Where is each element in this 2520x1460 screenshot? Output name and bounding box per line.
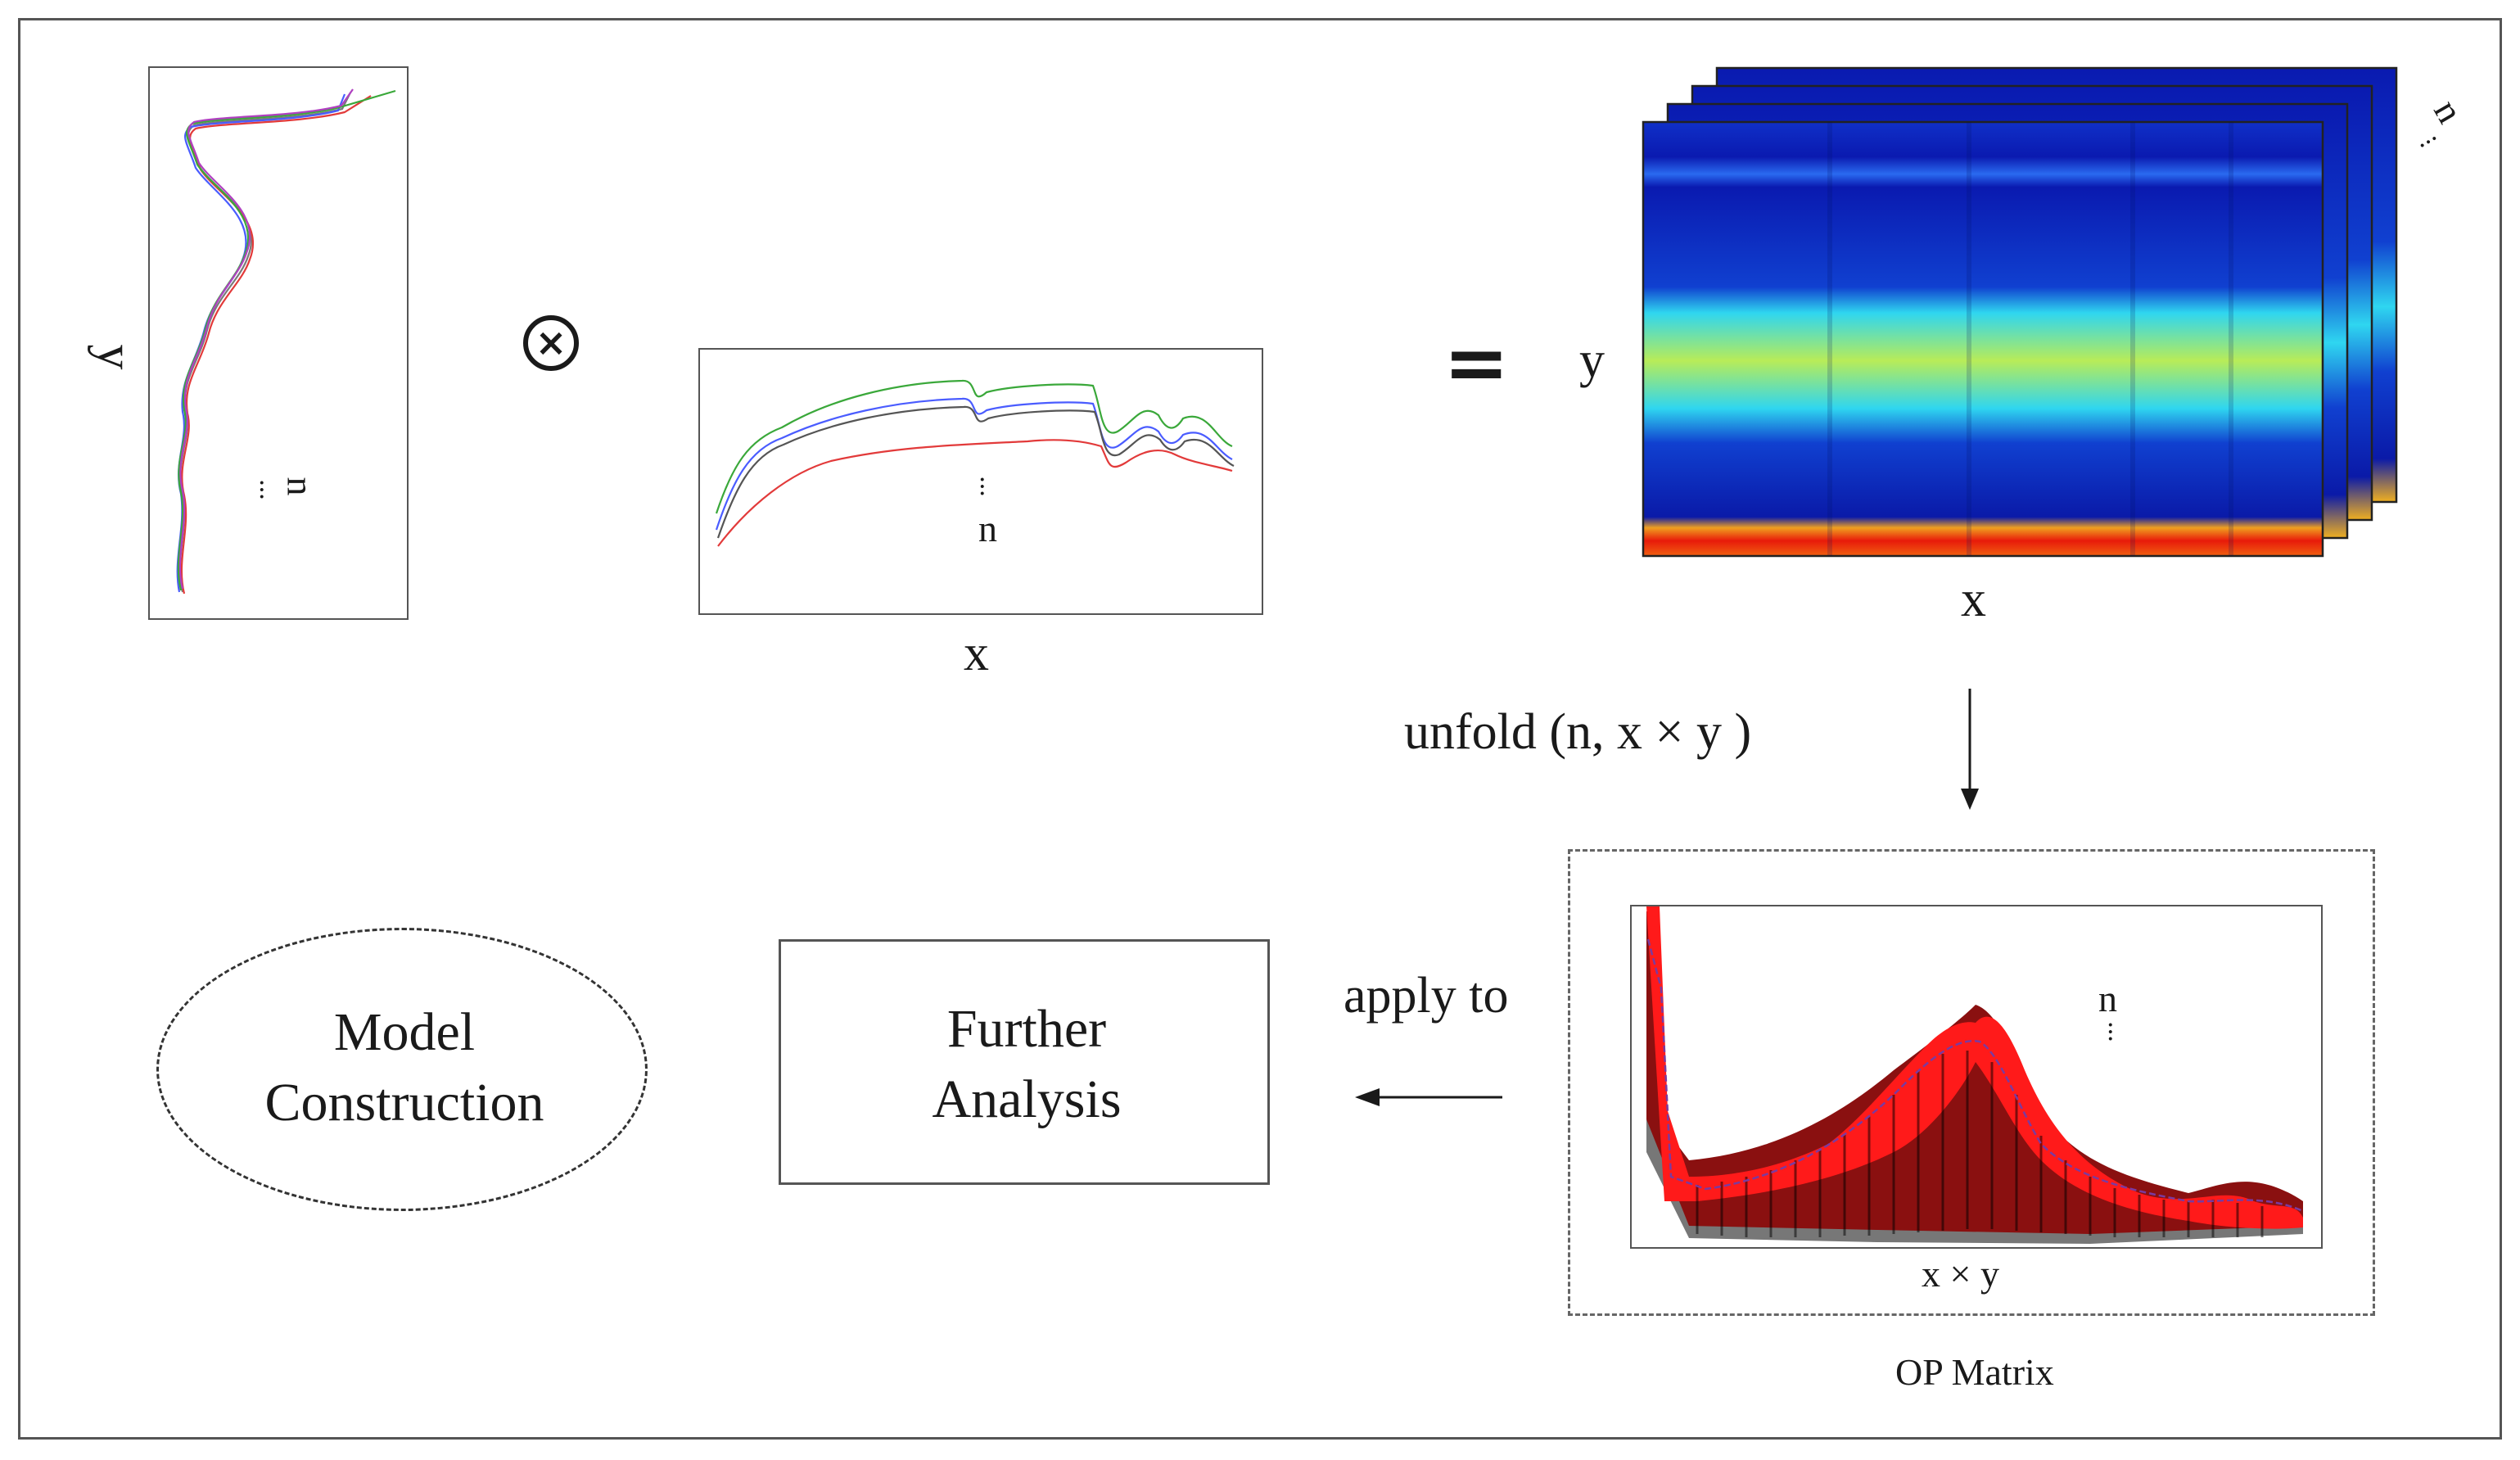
model-construction-ellipse: Model Construction — [156, 928, 648, 1211]
n-label-op: n — [2098, 978, 2117, 1019]
ellipsis-op: ... — [2102, 1021, 2133, 1042]
y-axis-label-heatmap: y — [1579, 332, 1605, 388]
unfold-label: unfold (n, x × y ) — [1404, 704, 1752, 760]
arrow-left-icon — [1355, 1088, 1502, 1106]
y-spectra-panel — [148, 66, 409, 620]
x-spectra-lines — [715, 379, 1235, 547]
model-construction-text: Model Construction — [159, 997, 650, 1138]
op-mean-line — [1646, 938, 2304, 1213]
arrow-down-icon — [1961, 689, 1979, 810]
tensor-product-icon: × — [523, 315, 579, 371]
y-spectrum-line — [178, 88, 354, 590]
y-axis-label-left: y — [87, 344, 143, 370]
y-spectrum-line — [177, 89, 396, 591]
further-analysis-box: Further Analysis — [779, 939, 1270, 1185]
ellipsis-middle: ... — [973, 476, 1005, 497]
x-spectrum-line — [717, 439, 1233, 547]
model-construction-line1: Model — [333, 1002, 476, 1062]
x-spectrum-line — [715, 379, 1233, 514]
heatmap-stack — [1642, 66, 2398, 558]
further-analysis-text: Further Analysis — [781, 994, 1272, 1135]
n-label-left: n — [279, 477, 322, 496]
y-spectra-lines — [176, 88, 396, 594]
op-matrix-plot — [1646, 906, 2304, 1244]
n-label-heatmap: n — [2426, 93, 2472, 130]
apply-to-label: apply to — [1344, 968, 1509, 1024]
ellipsis-left: ... — [253, 479, 284, 500]
op-matrix-caption: OP Matrix — [1895, 1351, 2054, 1393]
figure-frame: y n ... × ... n x = y — [18, 18, 2502, 1440]
further-analysis-line1: Further — [946, 999, 1107, 1059]
x-spectrum-line — [716, 405, 1235, 539]
op-matrix-panel: n ... — [1630, 905, 2323, 1249]
n-label-middle: n — [978, 508, 997, 549]
model-construction-line2: Construction — [264, 1073, 544, 1132]
op-band-red — [1646, 906, 2303, 1229]
x-axis-label-heatmap: x — [1961, 572, 1986, 627]
op-matrix-container — [1568, 849, 2375, 1316]
x-axis-label-middle: x — [964, 626, 989, 681]
op-x-axis-label: x × y — [1922, 1253, 1999, 1295]
further-analysis-line2: Analysis — [932, 1069, 1122, 1129]
heatmap-layer-front — [1642, 120, 2324, 558]
y-spectrum-line — [180, 95, 372, 594]
equals-sign: = — [1443, 317, 1510, 409]
x-spectrum-line — [715, 397, 1233, 531]
x-spectra-panel: ... n — [698, 348, 1263, 615]
